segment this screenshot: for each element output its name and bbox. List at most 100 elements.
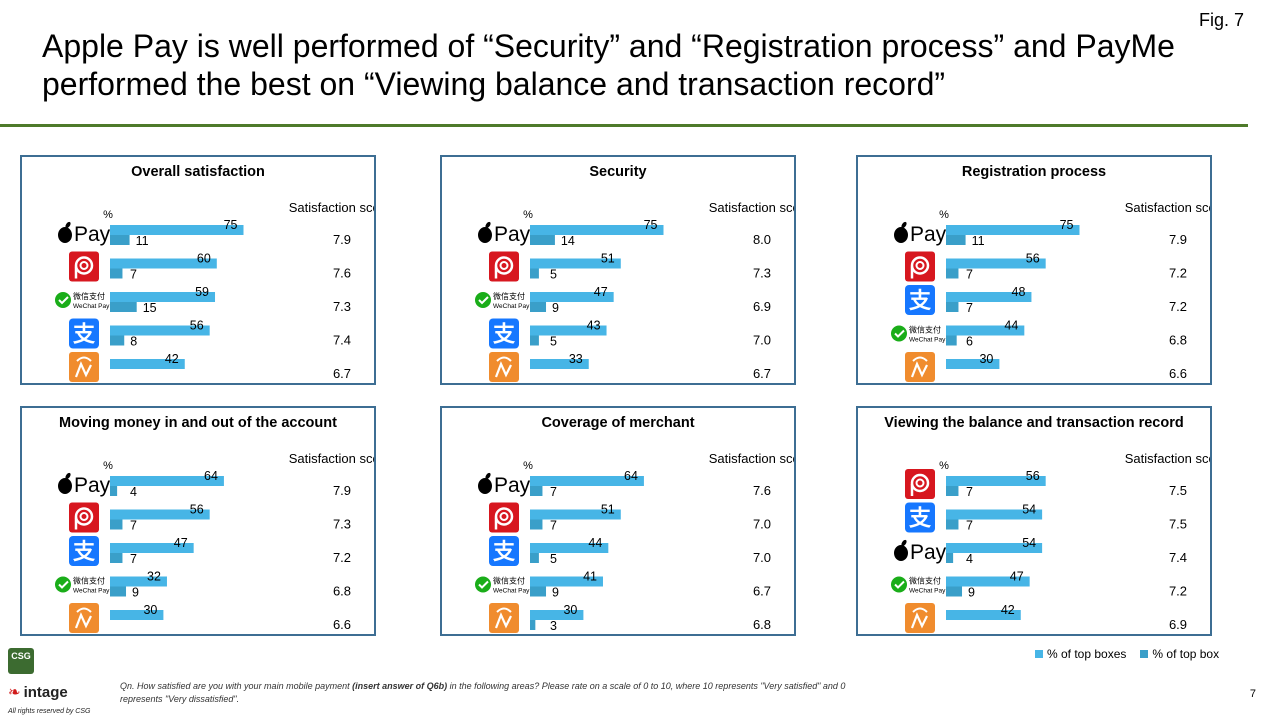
alipay-glyph: 支	[493, 322, 516, 347]
payme-ring-icon	[494, 507, 514, 526]
label-top-boxes: 56	[1026, 469, 1040, 483]
chart-title: Viewing the balance and transaction reco…	[884, 415, 1183, 431]
csg-logo: CSG	[8, 648, 34, 674]
payme-ring-icon	[74, 256, 94, 275]
wechat-pay-logo: 微信支付 WeChat Pay	[891, 576, 946, 595]
alipay-logo: 支	[489, 318, 519, 349]
chart-row-octopus: 306.6	[69, 603, 351, 633]
title-divider	[0, 124, 1248, 127]
label-top-box: 7	[550, 485, 557, 499]
bar-top-boxes	[946, 325, 1025, 336]
label-top-box: 7	[966, 519, 973, 533]
label-top-boxes: 75	[224, 218, 238, 232]
bar-top-box	[530, 268, 539, 279]
bar-top-box	[946, 302, 959, 312]
satisfaction-score: 6.8	[333, 584, 351, 599]
satisfaction-score: 7.9	[1169, 232, 1187, 247]
chart-row-applepay: Pay 54 4 7.4	[894, 536, 1187, 566]
bar-top-boxes	[530, 292, 614, 302]
label-top-boxes: 56	[1026, 252, 1040, 266]
payme-logo	[489, 502, 519, 533]
chart-row-alipay: 支 47 7 7.2	[69, 536, 351, 566]
label-top-box: 9	[552, 301, 559, 315]
legend-swatch-top-box	[1140, 650, 1149, 658]
alipay-logo: 支	[905, 285, 935, 315]
label-top-boxes: 60	[197, 252, 211, 266]
chart-panel-moving-money: Moving money in and out of the account% S…	[20, 406, 376, 636]
apple-pay-logo: Pay	[58, 221, 111, 246]
payme-logo	[69, 502, 99, 533]
bar-top-boxes	[110, 225, 244, 235]
satisfaction-score: 6.8	[1169, 333, 1187, 348]
chart-row-applepay: Pay 64 7 7.6	[478, 469, 771, 499]
page-number: 7	[1249, 688, 1256, 700]
wechat-pay-icon	[55, 576, 71, 593]
payme-icon-tile	[489, 502, 519, 533]
chart-row-wechatpay: 微信支付 WeChat Pay 47 9 6.9	[475, 285, 771, 315]
bar-top-boxes	[110, 359, 185, 369]
chart-panel-viewing-balance: Viewing the balance and transaction reco…	[856, 406, 1212, 636]
bar-top-box	[530, 519, 543, 530]
wechat-pay-en: WeChat Pay	[493, 303, 530, 310]
wechat-pay-en: WeChat Pay	[909, 337, 946, 344]
score-header: Satisfaction score	[289, 451, 374, 466]
apple-leaf-icon	[901, 539, 907, 547]
payme-inner-ring-icon	[79, 512, 89, 521]
apple-pay-wordmark: Pay	[494, 223, 531, 246]
score-header: Satisfaction score	[289, 200, 374, 215]
apple-pay-logo: Pay	[478, 472, 531, 497]
octopus-logo	[489, 352, 519, 382]
unit-label: %	[523, 460, 533, 472]
wechat-pay-icon	[55, 292, 71, 308]
label-top-box: 7	[966, 301, 973, 315]
payme-ring-icon	[74, 507, 94, 526]
chart-row-applepay: Pay 75 14 8.0	[478, 218, 771, 248]
chart-row-wechatpay: 微信支付 WeChat Pay 32 9 6.8	[55, 570, 351, 600]
bar-top-boxes	[110, 576, 167, 587]
bar-chart: Viewing the balance and transaction reco…	[884, 415, 1210, 633]
bar-top-box	[110, 519, 123, 530]
octopus-hand-icon	[910, 612, 928, 629]
alipay-logo: 支	[69, 318, 99, 349]
wechat-pay-cn: 微信支付	[909, 576, 941, 586]
bar-top-boxes	[946, 225, 1080, 235]
satisfaction-score: 7.2	[1169, 299, 1187, 314]
apple-leaf-icon	[485, 472, 491, 480]
octopus-arc-icon	[496, 607, 512, 613]
label-top-boxes: 51	[601, 252, 615, 266]
chart-row-payme: 60 7 7.6	[69, 251, 351, 282]
bar-top-boxes	[530, 359, 589, 369]
apple-pay-logo: Pay	[478, 221, 531, 246]
label-top-box: 8	[130, 335, 137, 349]
wechat-pay-cn: 微信支付	[73, 291, 105, 301]
octopus-logo	[905, 603, 935, 633]
octopus-hand-icon	[494, 361, 512, 378]
payme-icon-tile	[489, 251, 519, 282]
label-top-box: 7	[130, 519, 137, 533]
alipay-logo: 支	[905, 502, 935, 533]
label-top-boxes: 42	[1001, 603, 1015, 617]
chart-row-octopus: 336.7	[489, 352, 771, 382]
bar-chart: Coverage of merchant% Satisfaction score P…	[475, 415, 794, 633]
bar-top-box	[530, 586, 547, 597]
wechat-pay-icon	[891, 576, 907, 593]
bar-top-boxes	[530, 610, 584, 620]
apple-leaf-icon	[485, 221, 491, 229]
label-top-boxes: 44	[1004, 319, 1018, 333]
payme-logo	[905, 251, 935, 282]
bar-top-boxes	[530, 325, 607, 336]
alipay-glyph: 支	[73, 322, 96, 347]
legend-label-top-boxes: % of top boxes	[1047, 647, 1127, 661]
label-top-boxes: 75	[644, 218, 658, 232]
bar-top-box	[530, 486, 543, 496]
wechat-pay-icon	[475, 292, 491, 308]
chart-title: Overall satisfaction	[131, 164, 265, 180]
satisfaction-score: 6.6	[333, 617, 351, 632]
bar-top-box	[946, 235, 966, 245]
wechat-pay-icon	[475, 576, 491, 593]
chart-panel-overall-satisfaction: Overall satisfaction% Satisfaction score P…	[20, 155, 376, 385]
wechat-pay-cn: 微信支付	[909, 325, 941, 335]
alipay-glyph: 支	[909, 506, 932, 531]
payme-logo	[69, 251, 99, 282]
label-top-boxes: 48	[1012, 285, 1026, 299]
